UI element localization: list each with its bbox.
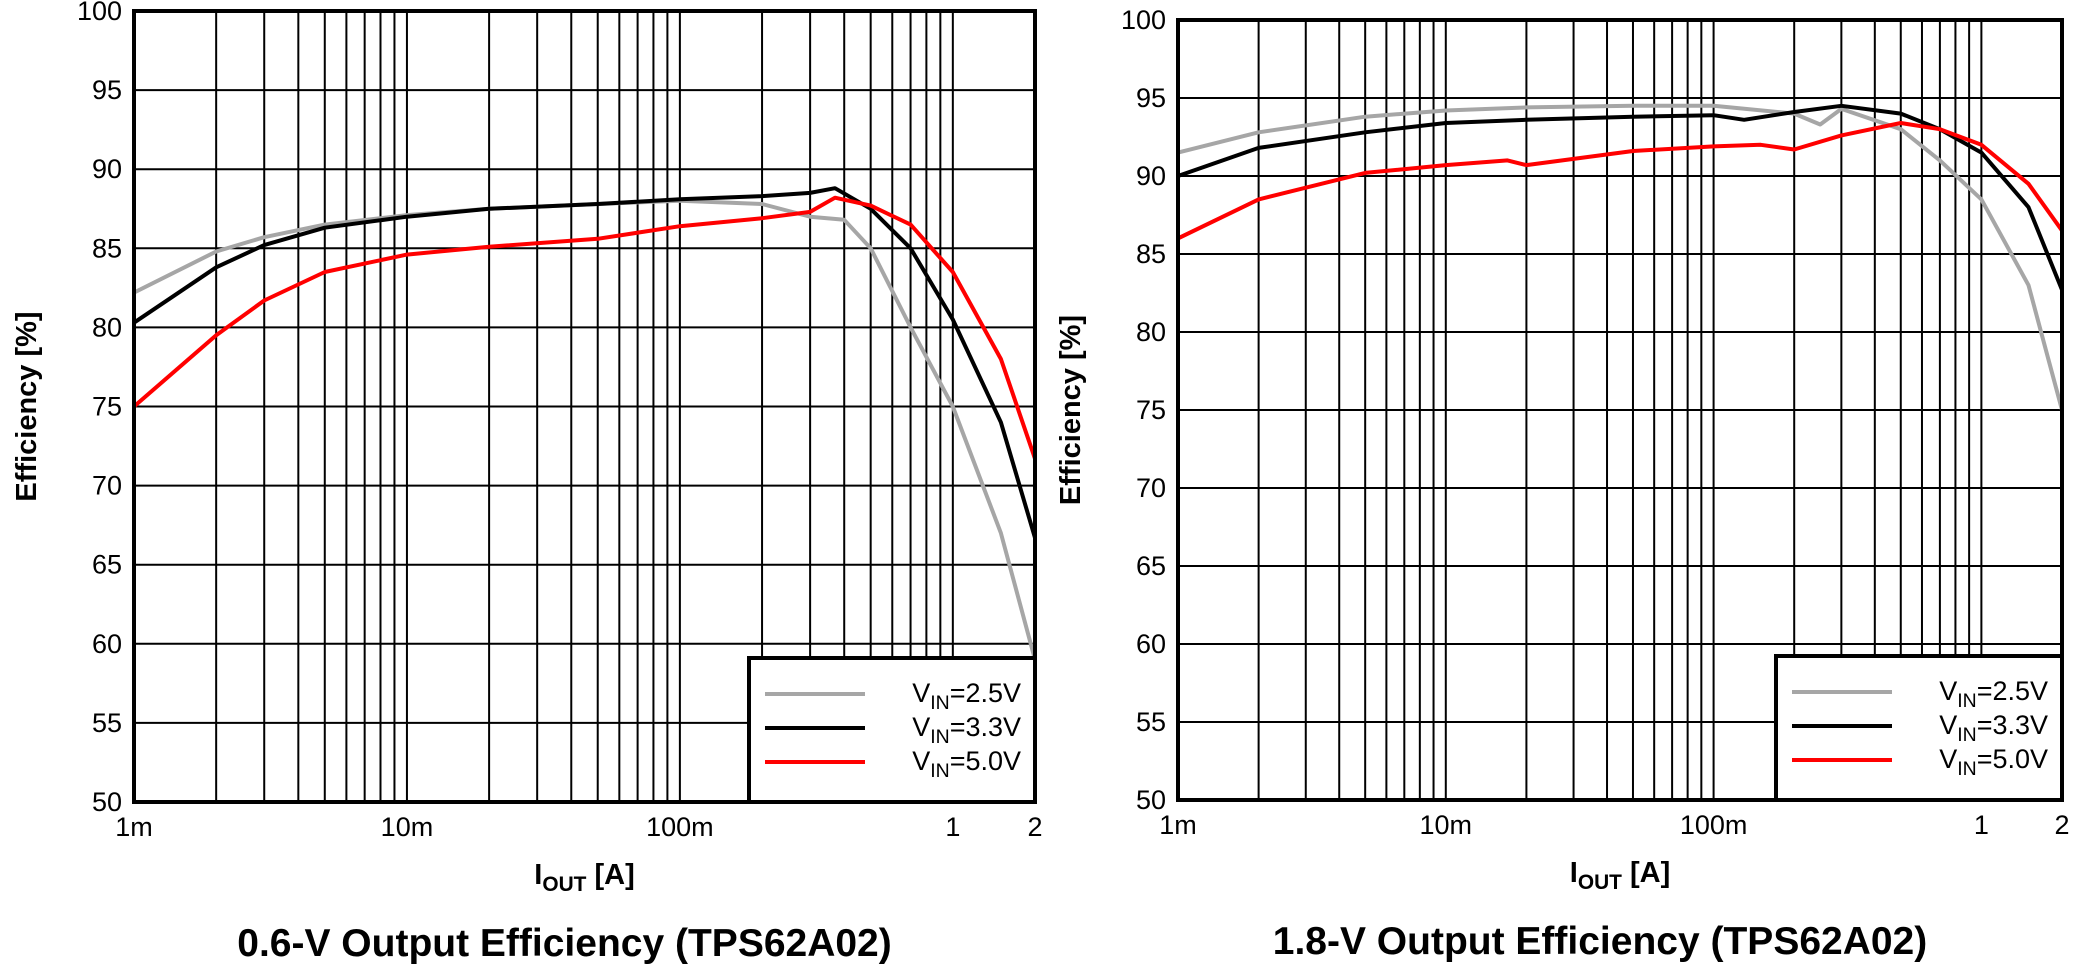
series-line — [1178, 103, 2062, 291]
legend-label: VIN=5.0V — [1939, 744, 2048, 780]
y-tick-label: 90 — [92, 154, 122, 184]
legend-label: VIN=3.3V — [912, 712, 1021, 748]
y-axis-label: Efficiency [%] — [11, 311, 43, 501]
y-tick-label: 100 — [77, 0, 122, 26]
chart-title: 1.8-V Output Efficiency (TPS62A02) — [1273, 920, 1928, 963]
series-line — [1178, 121, 2062, 241]
y-axis-label: Efficiency [%] — [1055, 315, 1087, 505]
legend-label: VIN=5.0V — [912, 746, 1021, 782]
y-tick-label: 70 — [1136, 473, 1166, 503]
x-tick-label: 100m — [646, 812, 714, 842]
x-tick-label: 2 — [1027, 812, 1042, 842]
x-tick-label: 100m — [1680, 810, 1748, 840]
x-tick-label: 1m — [115, 812, 153, 842]
y-tick-label: 55 — [92, 708, 122, 738]
y-tick-label: 65 — [1136, 551, 1166, 581]
y-tick-label: 100 — [1121, 5, 1166, 35]
chart: 50 55 60 65 70 75 80 85 90 95 100 1m 10m 100m 1 2 VIN=2.… — [1055, 5, 2070, 963]
x-tick-label: 1m — [1159, 810, 1197, 840]
y-tick-label: 60 — [92, 629, 122, 659]
x-tick-label: 1 — [1974, 810, 1989, 840]
y-tick-label: 95 — [92, 75, 122, 105]
x-axis-label: IOUT [A] — [534, 859, 634, 896]
y-tick-label: 85 — [1136, 239, 1166, 269]
chart-title: 0.6-V Output Efficiency (TPS62A02) — [237, 922, 892, 965]
y-tick-label: 85 — [92, 233, 122, 263]
legend-label: VIN=2.5V — [912, 678, 1021, 714]
y-tick-label: 75 — [92, 392, 122, 422]
series-line — [134, 186, 1035, 539]
y-tick-label: 50 — [92, 787, 122, 817]
x-tick-label: 10m — [381, 812, 434, 842]
plot-frame — [1176, 18, 2064, 802]
x-axis-label: IOUT [A] — [1570, 857, 1670, 894]
y-tick-label: 90 — [1136, 161, 1166, 191]
x-tick-label: 10m — [1420, 810, 1473, 840]
y-tick-label: 70 — [92, 471, 122, 501]
y-tick-label: 95 — [1136, 83, 1166, 113]
y-tick-label: 55 — [1136, 707, 1166, 737]
y-tick-label: 75 — [1136, 395, 1166, 425]
series-line — [134, 198, 1035, 661]
y-tick-label: 80 — [1136, 317, 1166, 347]
y-tick-label: 60 — [1136, 629, 1166, 659]
x-tick-label: 2 — [2054, 810, 2069, 840]
series-line — [134, 195, 1035, 460]
y-tick-label: 80 — [92, 312, 122, 342]
legend-label: VIN=2.5V — [1939, 676, 2048, 712]
chart: 50 55 60 65 70 75 80 85 90 95 100 1m 10m 100m 1 2 VIN=2.… — [11, 0, 1043, 965]
legend-label: VIN=3.3V — [1939, 710, 2048, 746]
x-tick-label: 1 — [945, 812, 960, 842]
y-tick-label: 65 — [92, 550, 122, 580]
plot-frame — [132, 9, 1037, 804]
y-tick-label: 50 — [1136, 785, 1166, 815]
